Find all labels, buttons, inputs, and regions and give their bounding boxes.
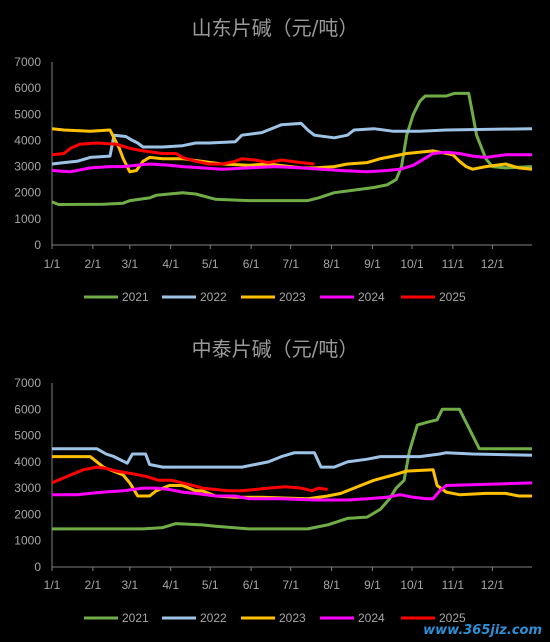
x-tick-label: 2/1 [85,257,102,271]
watermark: www.365jiz.com [423,623,542,638]
x-tick-label: 7/1 [282,257,299,271]
x-tick-label: 4/1 [162,578,179,592]
y-tick-label: 6000 [14,81,41,95]
x-tick-label: 7/1 [282,578,299,592]
x-tick-label: 12/1 [481,257,505,271]
x-tick-label: 6/1 [243,257,260,271]
x-tick-label: 8/1 [323,578,340,592]
legend-label-2021: 2021 [122,290,149,304]
x-tick-label: 8/1 [323,257,340,271]
x-tick-label: 2/1 [85,578,102,592]
x-tick-label: 9/1 [364,578,381,592]
chart-zhongtai: 中泰片碱（元/吨） 0 1000 2000 3000 4000 5000 6000 7000 1/… [14,337,533,625]
legend-label-2022: 2022 [200,290,227,304]
x-tick-label: 10/1 [400,257,424,271]
x-tick-label: 9/1 [364,257,381,271]
x-tick-label: 5/1 [202,578,219,592]
y-tick-label: 6000 [14,402,41,416]
series-line-2022 [52,447,533,469]
y-tick-label: 4000 [14,133,41,147]
y-tick-label: 3000 [14,481,41,495]
x-tick-label: 12/1 [481,578,505,592]
series-line-2025 [51,465,328,493]
y-tick-label: 4000 [14,455,41,469]
series-line-2024 [52,481,533,502]
y-tick-label: 3000 [14,160,41,174]
y-tick-label: 2000 [14,507,41,521]
y-tick-label: 0 [34,560,41,574]
y-tick-label: 0 [34,238,41,252]
x-tick-label: 5/1 [202,257,219,271]
y-tick-label: 1000 [14,212,41,226]
y-tick-label: 1000 [14,534,41,548]
x-tick-label: 3/1 [121,257,138,271]
x-tick-label: 3/1 [121,578,138,592]
y-tick-label: 5000 [14,429,41,443]
x-tick-label: 10/1 [400,578,424,592]
chart-title: 中泰片碱（元/吨） [192,337,359,361]
legend-label-2023: 2023 [279,290,306,304]
legend-label-2024: 2024 [358,611,385,625]
x-tick-label: 1/1 [44,257,61,271]
x-tick-label: 11/1 [442,257,465,271]
x-tick-label: 11/1 [442,578,465,592]
y-tick-label: 2000 [14,186,41,200]
legend-label-2022: 2022 [200,611,227,625]
x-tick-label: 6/1 [243,578,260,592]
series-line-2021 [52,407,532,531]
series-line-2025 [51,141,315,166]
legend-label-2025: 2025 [439,611,466,625]
x-tick-label: 1/1 [44,578,61,592]
chart-title: 山东片碱（元/吨） [192,16,359,40]
chart-shandong: 山东片碱（元/吨） 0 1000 2000 3000 4000 5000 6000 7000 1/… [14,16,533,304]
legend-label-2021: 2021 [122,611,149,625]
x-tick-label: 4/1 [162,257,179,271]
legend-label-2023: 2023 [279,611,306,625]
y-tick-label: 7000 [14,55,41,69]
y-tick-label: 7000 [14,376,41,390]
y-tick-label: 5000 [14,107,41,121]
legend-label-2025: 2025 [439,290,466,304]
series-line-2021 [51,91,533,206]
legend-label-2024: 2024 [358,290,385,304]
series-line-2024 [51,150,532,174]
